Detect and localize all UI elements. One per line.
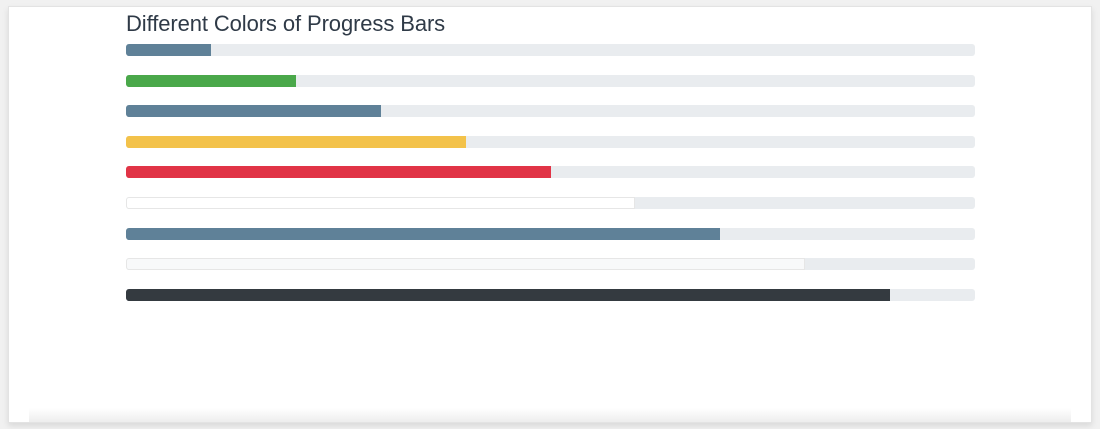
progress-bar-warning: [126, 135, 466, 148]
progress-bar-success: [126, 74, 296, 87]
bottom-shadow: [29, 408, 1071, 422]
progress-track-dark: [126, 288, 975, 301]
progress-track-info: [126, 105, 975, 118]
progress-track-warning: [126, 135, 975, 148]
progress-bar-info: [126, 105, 381, 118]
progress-bar-light: [126, 258, 806, 271]
progress-bar-list: [126, 44, 975, 301]
progress-track-danger: [126, 166, 975, 179]
main-content: Different Colors of Progress Bars: [126, 7, 975, 319]
progress-bar-white: [126, 196, 636, 209]
progress-bar-dark: [126, 288, 891, 301]
page-title: Different Colors of Progress Bars: [126, 11, 446, 36]
progress-track-default: [126, 44, 975, 56]
content-card: Different Colors of Progress Bars: [8, 6, 1092, 423]
progress-track-primary: [126, 227, 975, 240]
progress-bar-primary: [126, 227, 721, 240]
progress-bar-default: [126, 44, 211, 56]
progress-track-white: [126, 196, 975, 209]
progress-bar-danger: [126, 166, 551, 179]
progress-track-success: [126, 74, 975, 87]
progress-track-light: [126, 258, 975, 271]
